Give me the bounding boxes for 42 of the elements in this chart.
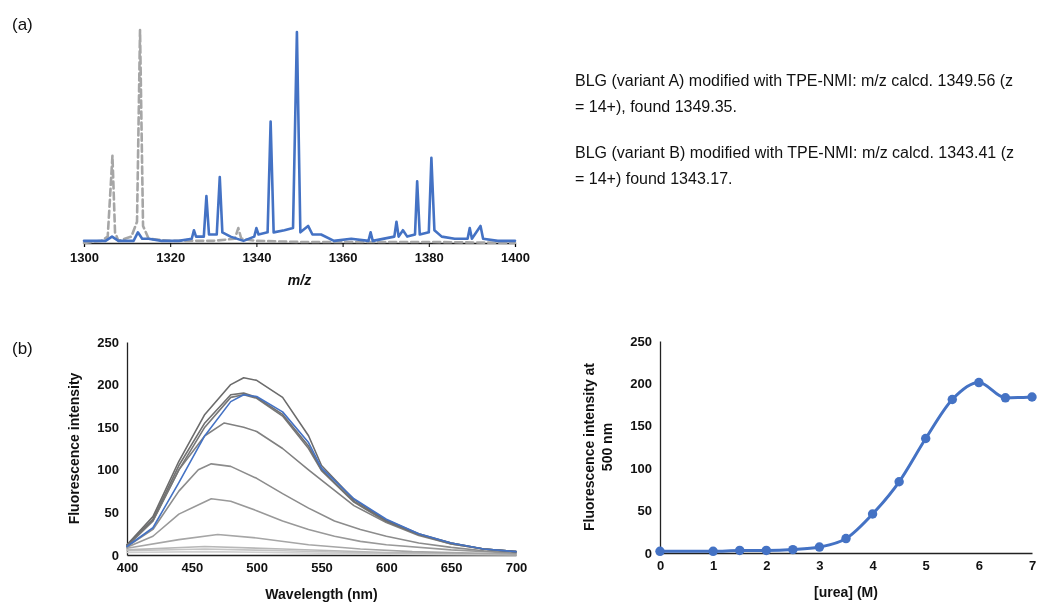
x-axis-title: Wavelength (nm) xyxy=(265,586,378,602)
x-tick-label: 600 xyxy=(375,560,398,576)
x-tick-label: 1300 xyxy=(70,250,99,266)
y-tick-label: 100 xyxy=(97,462,119,478)
x-tick-label: 450 xyxy=(181,560,204,576)
text: BLG (variant A) modified with TPE-NMI: m/z calcd. 1349.56 (z = 14+), found 1349.35. xyxy=(575,72,1014,115)
x-tick-label: 2 xyxy=(763,558,771,574)
y-tick-label: 250 xyxy=(630,333,652,349)
y-tick-label: 0 xyxy=(644,545,652,561)
y-tick-label: 150 xyxy=(97,419,119,435)
x-tick-label: 650 xyxy=(440,560,463,576)
text: (a) xyxy=(12,15,33,34)
x-tick-label: 4 xyxy=(869,558,878,574)
x-tick-label: 1380 xyxy=(414,250,444,266)
x-tick-label: 1340 xyxy=(242,250,272,266)
x-tick-label: 500 xyxy=(246,560,269,576)
x-axis-title: m/z xyxy=(287,272,312,288)
x-tick-label: 7 xyxy=(1028,558,1037,574)
x-axis-title: [urea] (M) xyxy=(814,584,878,600)
x-tick-label: 5 xyxy=(922,558,930,574)
x-tick-label: 1 xyxy=(710,558,718,574)
x-tick-label: 700 xyxy=(505,560,528,576)
y-tick-label: 0 xyxy=(111,547,119,563)
x-tick-label: 1360 xyxy=(328,250,358,266)
y-axis-title: Fluorescence intensity at 500 nm xyxy=(581,362,615,532)
x-tick-label: 550 xyxy=(311,560,333,576)
y-tick-label: 200 xyxy=(97,377,119,393)
x-tick-label: 1400 xyxy=(501,250,530,266)
text: BLG (variant B) modified with TPE-NMI: m/z calcd. 1343.41 (z = 14+) found 1343.17. xyxy=(575,144,1014,187)
y-tick-label: 100 xyxy=(630,460,652,476)
x-tick-label: 6 xyxy=(975,558,983,574)
x-tick-label: 1320 xyxy=(156,250,186,266)
y-tick-label: 150 xyxy=(630,418,652,434)
y-tick-label: 50 xyxy=(104,505,119,521)
x-tick-label: 0 xyxy=(656,558,665,574)
y-tick-label: 50 xyxy=(637,503,652,519)
x-tick-label: 400 xyxy=(116,560,139,576)
text: (b) xyxy=(12,339,33,358)
y-tick-label: 250 xyxy=(97,334,119,350)
x-tick-label: 3 xyxy=(816,558,824,574)
y-tick-label: 200 xyxy=(630,376,652,392)
y-axis-title: Fluorescence intensity xyxy=(66,372,82,525)
